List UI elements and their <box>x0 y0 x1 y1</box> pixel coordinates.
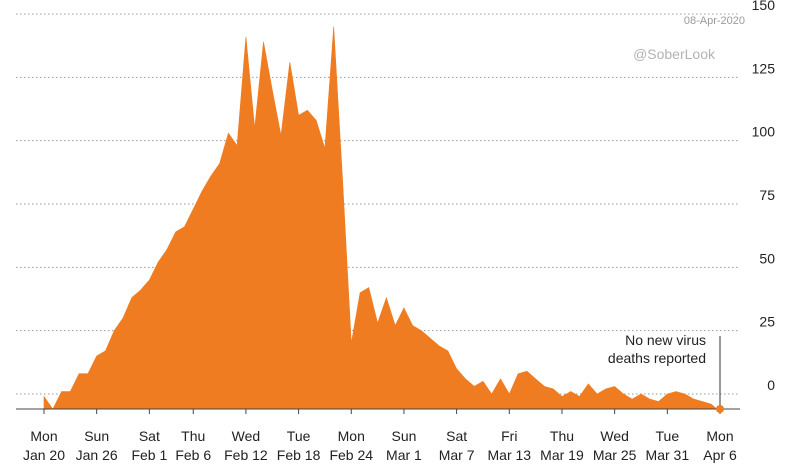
x-axis: Mon Jan 20 Sun Jan 26 Sat Feb 1 Thu Feb 6 Wed Feb… <box>16 408 740 463</box>
annotation-marker <box>716 405 724 413</box>
y-tick-label-100: 100 <box>752 124 776 140</box>
x-tick-date-label: Mar 7 <box>439 447 475 463</box>
x-tick-date-label: Mar 25 <box>593 447 637 463</box>
x-tick-date-label: Jan 26 <box>76 447 118 463</box>
y-tick-label-50: 50 <box>759 250 775 266</box>
x-tick-date-label: Feb 18 <box>277 447 321 463</box>
x-tick-date-label: Feb 1 <box>131 447 167 463</box>
x-tick-date-label: Apr 6 <box>703 447 737 463</box>
y-tick-label-75: 75 <box>759 187 775 203</box>
x-tick-day-label: Sun <box>391 428 416 444</box>
x-tick-date-label: Mar 1 <box>386 447 422 463</box>
y-tick-label-0: 0 <box>767 377 775 393</box>
annotation-line-1: No new virus <box>625 332 706 348</box>
x-tick-day-label: Sat <box>446 428 467 444</box>
x-tick-date-label: Feb 12 <box>224 447 268 463</box>
x-tick-day-label: Mon <box>338 428 365 444</box>
x-tick-day-label: Fri <box>501 428 517 444</box>
x-tick-day-label: Sat <box>139 428 160 444</box>
x-tick-day-label: Sun <box>84 428 109 444</box>
area-path <box>43 26 721 413</box>
x-tick-day-label: Thu <box>181 428 205 444</box>
annotation-line-2: deaths reported <box>608 350 706 366</box>
y-axis: 0 25 50 75 100 125 150 <box>752 0 776 393</box>
x-tick-day-label: Wed <box>232 428 261 444</box>
y-tick-label-25: 25 <box>759 314 775 330</box>
x-tick-day-label: Tue <box>656 428 680 444</box>
x-tick-day-label: Mon <box>706 428 733 444</box>
x-tick-day-label: Mon <box>30 428 57 444</box>
watermark: @SoberLook <box>633 46 716 62</box>
x-tick-date-label: Feb 24 <box>329 447 373 463</box>
y-tick-label-150: 150 <box>752 0 776 13</box>
x-tick-date-label: Mar 31 <box>646 447 690 463</box>
x-tick-date-label: Jan 20 <box>23 447 65 463</box>
x-tick-date-label: Mar 13 <box>488 447 532 463</box>
x-tick-date-label: Feb 6 <box>175 447 211 463</box>
x-tick-day-label: Thu <box>550 428 574 444</box>
area-series <box>43 26 721 413</box>
y-tick-label-125: 125 <box>752 60 776 76</box>
x-tick-day-label: Wed <box>600 428 629 444</box>
date-stamp: 08-Apr-2020 <box>684 15 745 27</box>
x-tick-date-label: Mar 19 <box>540 447 584 463</box>
x-tick-day-label: Tue <box>287 428 311 444</box>
